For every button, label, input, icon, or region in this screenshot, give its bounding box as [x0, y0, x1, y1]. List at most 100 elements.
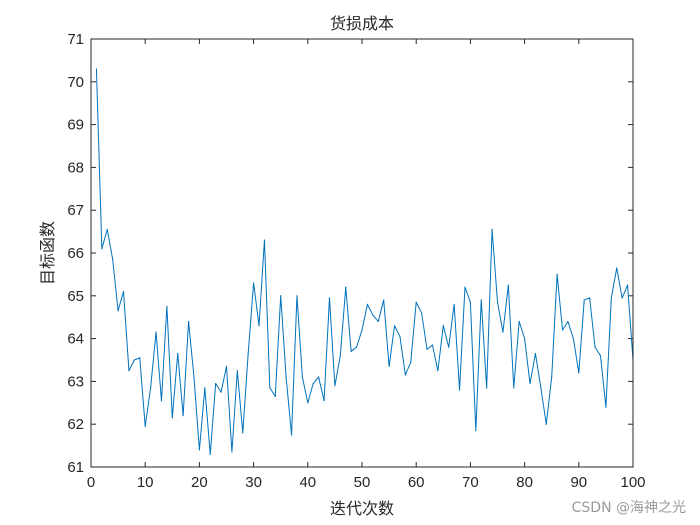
data-point — [551, 376, 553, 378]
data-point — [578, 372, 580, 374]
data-point — [421, 312, 423, 314]
data-point — [150, 387, 152, 389]
x-tick-labels: 0 10 20 30 40 50 60 70 80 90 100 — [87, 474, 646, 491]
data-point — [160, 400, 163, 402]
data-point — [198, 449, 200, 451]
x-tick-label: 50 — [354, 474, 371, 491]
x-tick-label: 40 — [299, 474, 316, 491]
data-point — [377, 320, 379, 323]
data-point — [621, 297, 623, 299]
data-point — [328, 297, 331, 299]
data-point — [269, 387, 271, 389]
data-point — [117, 310, 119, 312]
data-point — [301, 376, 303, 378]
data-point — [323, 400, 325, 402]
x-tick-label: 90 — [570, 474, 587, 491]
data-point — [280, 295, 282, 297]
data-point — [361, 329, 363, 331]
data-point — [534, 352, 537, 355]
data-point — [307, 402, 309, 404]
data-point — [426, 348, 428, 350]
x-tick-label: 70 — [462, 474, 479, 491]
data-point — [626, 284, 629, 286]
y-tick-label: 64 — [67, 331, 84, 348]
data-point — [166, 305, 168, 308]
data-point — [372, 314, 374, 316]
y-tick-label: 70 — [67, 74, 84, 91]
data-point — [410, 361, 412, 363]
data-point — [404, 374, 406, 376]
y-axis-label: 目标函数 — [38, 221, 57, 285]
data-point — [572, 338, 574, 340]
data-point — [95, 68, 98, 70]
data-point — [513, 387, 515, 389]
data-point — [122, 290, 125, 293]
series-line — [95, 68, 634, 455]
x-tick-label: 30 — [245, 474, 262, 491]
data-point — [431, 344, 434, 346]
data-point — [204, 387, 206, 389]
y-tick-label: 65 — [67, 288, 84, 305]
y-tick-label: 69 — [67, 117, 84, 134]
data-point — [458, 389, 461, 391]
watermark: CSDN @海神之光 — [571, 500, 686, 516]
x-tick-label: 10 — [137, 474, 154, 491]
data-point — [112, 258, 114, 261]
data-point — [469, 301, 471, 303]
data-point — [334, 385, 336, 387]
data-point — [345, 286, 347, 288]
data-point — [518, 320, 520, 323]
data-point — [155, 331, 157, 333]
data-point — [215, 382, 217, 385]
data-point — [453, 303, 455, 305]
data-point — [616, 267, 618, 269]
data-point — [599, 355, 602, 357]
data-point — [312, 382, 314, 385]
data-point — [193, 376, 195, 378]
data-point — [318, 376, 320, 378]
data-point — [399, 335, 401, 338]
data-point — [209, 453, 211, 455]
data-point — [524, 338, 526, 340]
data-point — [502, 331, 504, 333]
data-point — [491, 228, 493, 231]
data-point — [242, 432, 244, 434]
data-point — [274, 395, 276, 397]
y-tick-label: 67 — [67, 202, 84, 219]
data-point — [247, 352, 249, 355]
data-point — [442, 325, 444, 327]
y-tick-label: 66 — [67, 245, 84, 262]
data-point — [220, 391, 222, 393]
data-point — [529, 382, 531, 385]
plot-frame — [90, 38, 634, 468]
data-point — [475, 430, 477, 432]
data-point — [133, 359, 135, 361]
data-point — [101, 248, 103, 250]
data-point — [236, 370, 238, 372]
data-point — [144, 425, 146, 427]
data-point — [583, 299, 585, 301]
data-point — [231, 451, 233, 453]
data-point — [464, 286, 466, 288]
y-tick-label: 71 — [67, 31, 84, 48]
data-point — [339, 355, 341, 357]
data-point — [253, 282, 255, 284]
data-point — [296, 295, 298, 297]
data-point — [285, 376, 287, 378]
x-tick-label: 60 — [408, 474, 425, 491]
data-point — [393, 325, 396, 327]
y-tick-label: 61 — [67, 459, 84, 476]
data-point — [561, 329, 564, 331]
y-tick-label: 62 — [67, 416, 84, 433]
y-tick-label: 63 — [67, 373, 84, 390]
data-point — [610, 297, 612, 299]
data-point — [366, 303, 369, 305]
x-axis-label: 迭代次数 — [330, 499, 394, 518]
plot-background — [91, 39, 633, 467]
data-point — [139, 357, 141, 359]
data-point — [540, 387, 542, 389]
data-point — [448, 346, 450, 348]
data-point — [556, 273, 558, 275]
data-point — [589, 297, 591, 299]
